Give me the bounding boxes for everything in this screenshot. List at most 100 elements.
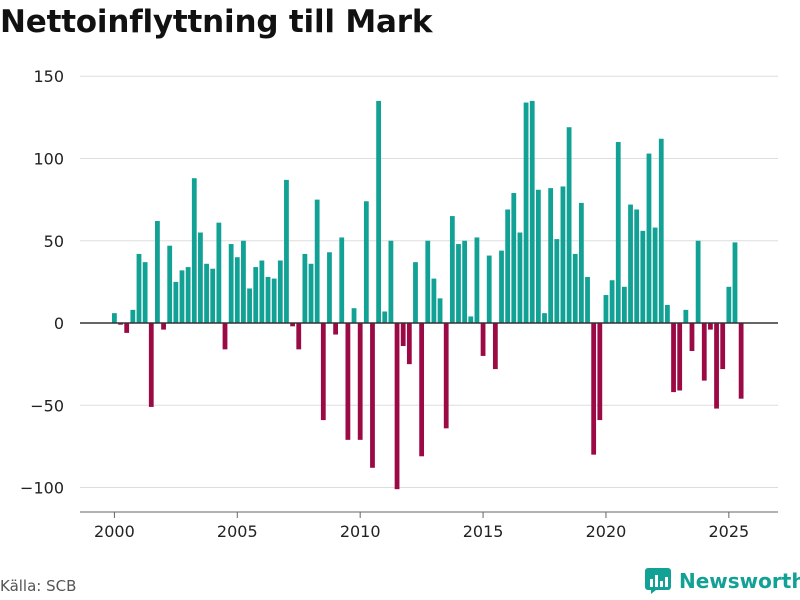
bar[interactable] (603, 295, 609, 324)
bar[interactable] (216, 222, 222, 324)
bar[interactable] (345, 323, 351, 440)
bar[interactable] (333, 323, 338, 335)
bar[interactable] (462, 240, 468, 324)
bar[interactable] (259, 260, 265, 324)
bar[interactable] (695, 240, 701, 324)
bar[interactable] (480, 323, 486, 356)
bar[interactable] (474, 237, 480, 324)
bar[interactable] (271, 278, 277, 324)
bar[interactable] (535, 189, 541, 324)
bar[interactable] (456, 244, 461, 324)
bar[interactable] (124, 323, 130, 333)
newsworthy-brand[interactable]: Newsworthy (645, 568, 800, 594)
bar[interactable] (468, 316, 474, 324)
bar[interactable] (689, 323, 695, 351)
bar[interactable] (542, 313, 547, 324)
bar[interactable] (492, 323, 498, 370)
bar[interactable] (155, 221, 160, 324)
bar[interactable] (284, 179, 289, 324)
bar[interactable] (198, 232, 203, 324)
bar[interactable] (253, 267, 259, 324)
bar[interactable] (191, 178, 197, 324)
bar[interactable] (677, 323, 683, 391)
bar[interactable] (320, 323, 326, 421)
bar[interactable] (376, 100, 382, 324)
bar[interactable] (234, 257, 240, 324)
bar[interactable] (505, 209, 511, 324)
bar[interactable] (400, 323, 406, 347)
bar[interactable] (228, 244, 234, 324)
bar[interactable] (173, 281, 179, 324)
bar[interactable] (683, 309, 689, 324)
bar[interactable] (646, 153, 652, 324)
bar[interactable] (406, 323, 412, 365)
bar[interactable] (167, 245, 173, 324)
bar[interactable] (671, 323, 676, 393)
bar[interactable] (247, 288, 252, 324)
bar[interactable] (210, 268, 216, 324)
bar[interactable] (714, 323, 719, 409)
bar[interactable] (339, 237, 345, 324)
bar[interactable] (628, 204, 633, 324)
bar[interactable] (572, 253, 578, 324)
bar[interactable] (621, 286, 627, 324)
bar[interactable] (142, 262, 148, 324)
bar[interactable] (523, 102, 529, 324)
bar[interactable] (726, 286, 732, 324)
bar[interactable] (554, 239, 560, 324)
bar[interactable] (277, 260, 283, 324)
bar[interactable] (597, 323, 603, 421)
bar[interactable] (701, 323, 707, 381)
bar[interactable] (290, 323, 295, 327)
bar[interactable] (130, 309, 136, 324)
bar[interactable] (265, 276, 271, 324)
bar[interactable] (425, 240, 431, 324)
bar[interactable] (204, 263, 209, 324)
bar[interactable] (486, 255, 492, 324)
bar[interactable] (370, 323, 375, 468)
bar[interactable] (302, 253, 308, 324)
bar[interactable] (738, 323, 744, 399)
bar[interactable] (179, 270, 185, 324)
bar[interactable] (351, 308, 357, 324)
bar[interactable] (511, 193, 517, 324)
bar[interactable] (308, 263, 314, 324)
bar[interactable] (560, 186, 566, 324)
bar[interactable] (529, 100, 535, 324)
bar[interactable] (185, 267, 191, 324)
bar[interactable] (112, 313, 117, 324)
bar[interactable] (241, 240, 246, 324)
bar[interactable] (585, 276, 590, 324)
bar[interactable] (615, 142, 621, 324)
bar[interactable] (388, 240, 394, 324)
bar[interactable] (357, 323, 363, 440)
bar[interactable] (443, 323, 449, 429)
bar[interactable] (419, 323, 425, 457)
bar[interactable] (720, 323, 726, 370)
bar[interactable] (591, 323, 597, 455)
bar[interactable] (327, 252, 332, 324)
bar[interactable] (449, 216, 455, 324)
bar[interactable] (634, 209, 640, 324)
bar[interactable] (413, 262, 418, 324)
bar[interactable] (578, 202, 584, 324)
bar[interactable] (437, 298, 443, 324)
bar[interactable] (609, 280, 615, 324)
bar[interactable] (394, 323, 400, 490)
bar[interactable] (314, 199, 320, 324)
bar[interactable] (517, 232, 523, 324)
bar[interactable] (665, 304, 670, 324)
bar[interactable] (708, 323, 713, 330)
bar[interactable] (566, 127, 572, 324)
bar[interactable] (148, 323, 154, 407)
bar[interactable] (499, 250, 504, 324)
bar[interactable] (640, 230, 646, 324)
bar[interactable] (652, 227, 658, 324)
bar[interactable] (222, 323, 228, 350)
bar[interactable] (382, 311, 388, 324)
bar[interactable] (118, 323, 123, 325)
bar[interactable] (431, 278, 437, 324)
bar[interactable] (363, 201, 369, 324)
bar[interactable] (161, 323, 166, 330)
bar[interactable] (658, 138, 664, 324)
